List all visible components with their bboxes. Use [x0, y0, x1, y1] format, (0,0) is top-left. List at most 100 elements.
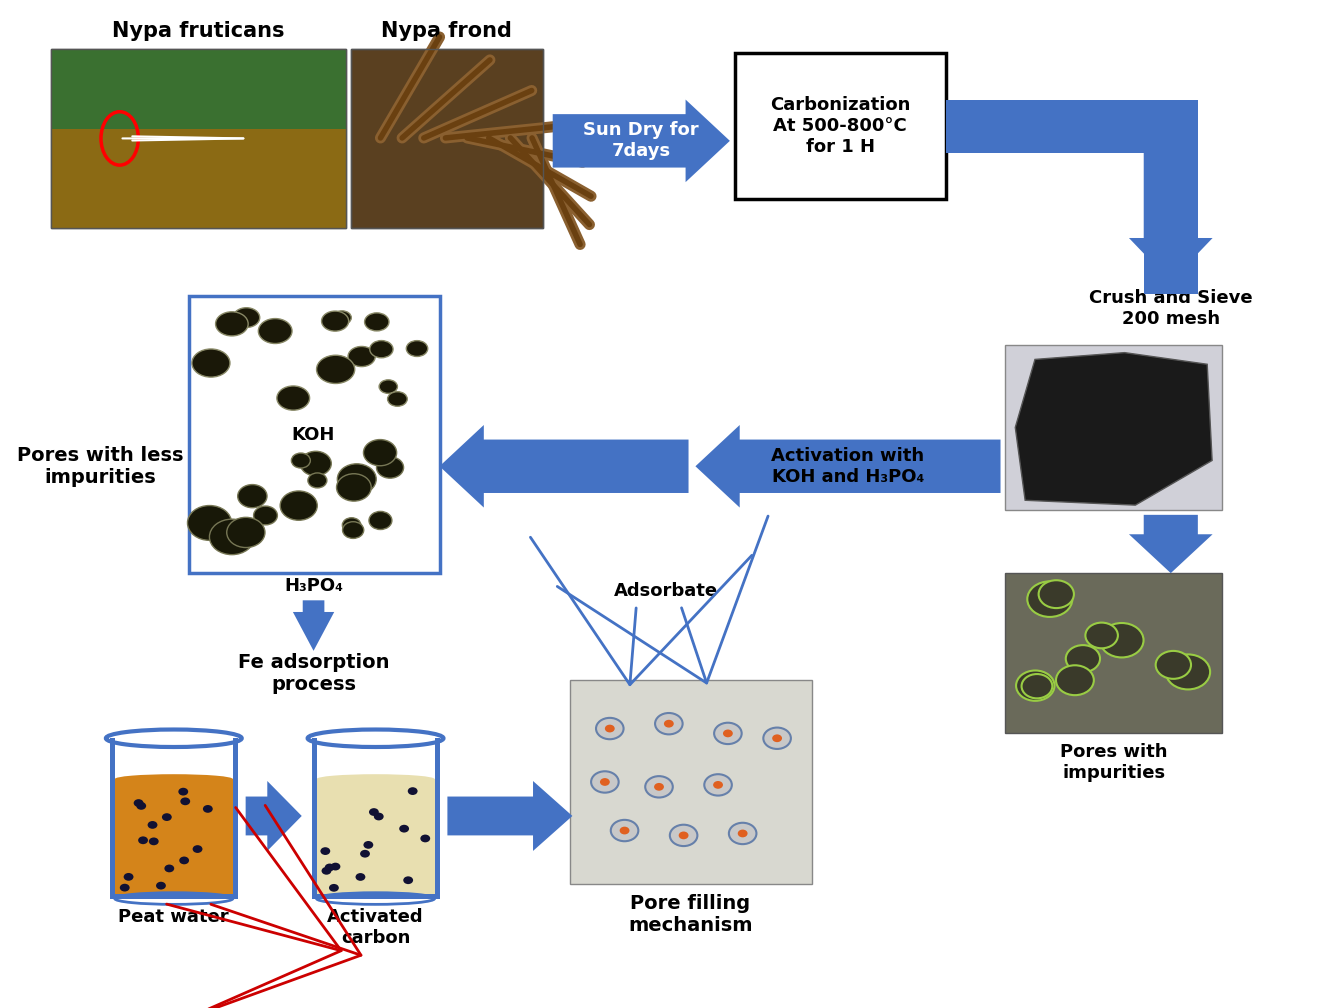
- Ellipse shape: [364, 312, 388, 331]
- Ellipse shape: [124, 873, 133, 881]
- Ellipse shape: [403, 876, 413, 884]
- Ellipse shape: [343, 522, 364, 538]
- Ellipse shape: [233, 307, 259, 328]
- Bar: [351, 48, 543, 228]
- Ellipse shape: [664, 720, 673, 728]
- Ellipse shape: [192, 845, 203, 853]
- Polygon shape: [1015, 353, 1212, 505]
- Ellipse shape: [254, 506, 277, 525]
- Ellipse shape: [591, 771, 618, 792]
- Ellipse shape: [370, 511, 392, 529]
- Polygon shape: [246, 781, 302, 851]
- Text: Pores with less
impurities: Pores with less impurities: [16, 446, 183, 487]
- Ellipse shape: [370, 341, 392, 358]
- Ellipse shape: [655, 783, 664, 790]
- Text: Activated
carbon: Activated carbon: [327, 908, 423, 948]
- Text: KOH: KOH: [292, 426, 335, 445]
- Ellipse shape: [723, 730, 732, 737]
- Ellipse shape: [149, 838, 159, 846]
- Ellipse shape: [1086, 623, 1118, 648]
- Bar: [316, 779, 434, 898]
- Ellipse shape: [227, 517, 265, 547]
- Ellipse shape: [238, 485, 267, 508]
- Ellipse shape: [773, 735, 782, 742]
- Ellipse shape: [421, 835, 430, 843]
- Ellipse shape: [595, 718, 624, 739]
- Ellipse shape: [138, 837, 148, 844]
- Ellipse shape: [179, 788, 188, 795]
- Bar: [570, 680, 812, 884]
- Ellipse shape: [280, 491, 317, 520]
- Ellipse shape: [360, 850, 370, 858]
- Ellipse shape: [1165, 654, 1210, 689]
- Text: Crush and Sieve
200 mesh: Crush and Sieve 200 mesh: [1089, 289, 1253, 329]
- Ellipse shape: [376, 457, 403, 478]
- Polygon shape: [293, 601, 335, 651]
- Bar: [51, 48, 345, 228]
- Text: Pore filling
mechanism: Pore filling mechanism: [628, 894, 753, 934]
- Bar: [434, 738, 439, 898]
- Ellipse shape: [179, 857, 190, 864]
- Ellipse shape: [321, 867, 332, 875]
- Ellipse shape: [1027, 582, 1073, 617]
- Bar: [735, 53, 946, 200]
- Ellipse shape: [316, 774, 434, 784]
- Ellipse shape: [1099, 623, 1144, 657]
- Bar: [233, 738, 238, 898]
- Polygon shape: [448, 781, 573, 851]
- Ellipse shape: [333, 310, 351, 325]
- Ellipse shape: [320, 847, 331, 855]
- Ellipse shape: [325, 864, 335, 871]
- Bar: [1144, 100, 1199, 294]
- Bar: [51, 129, 345, 228]
- Ellipse shape: [363, 841, 374, 849]
- Text: Fe adsorption
process: Fe adsorption process: [238, 653, 390, 694]
- Bar: [110, 738, 114, 898]
- Bar: [312, 894, 439, 898]
- Ellipse shape: [714, 781, 723, 789]
- Bar: [199, 306, 430, 422]
- Ellipse shape: [406, 341, 427, 357]
- Bar: [351, 48, 543, 228]
- Text: Adsorbate: Adsorbate: [614, 583, 718, 601]
- Text: Nypa fruticans: Nypa fruticans: [112, 21, 285, 40]
- Ellipse shape: [203, 805, 212, 812]
- Ellipse shape: [317, 355, 355, 383]
- Ellipse shape: [704, 774, 732, 795]
- Bar: [946, 100, 1171, 153]
- Ellipse shape: [133, 799, 144, 807]
- Ellipse shape: [1039, 581, 1074, 608]
- Bar: [110, 894, 238, 898]
- Bar: [312, 738, 316, 898]
- Bar: [188, 296, 439, 574]
- Ellipse shape: [136, 802, 146, 809]
- Ellipse shape: [210, 519, 254, 554]
- Polygon shape: [1129, 515, 1212, 574]
- Ellipse shape: [620, 827, 629, 835]
- Text: Nypa frond: Nypa frond: [380, 21, 512, 40]
- Ellipse shape: [679, 832, 688, 840]
- Ellipse shape: [763, 728, 790, 749]
- Ellipse shape: [321, 311, 348, 332]
- Polygon shape: [439, 425, 688, 508]
- Ellipse shape: [605, 725, 614, 733]
- Ellipse shape: [1066, 645, 1099, 672]
- Ellipse shape: [114, 774, 233, 784]
- Ellipse shape: [348, 347, 375, 367]
- Ellipse shape: [329, 884, 339, 892]
- Ellipse shape: [337, 464, 376, 495]
- Ellipse shape: [343, 518, 360, 532]
- Ellipse shape: [1056, 665, 1094, 696]
- Ellipse shape: [180, 797, 190, 805]
- Ellipse shape: [156, 882, 165, 889]
- Ellipse shape: [379, 380, 398, 393]
- Ellipse shape: [655, 713, 683, 735]
- Bar: [199, 442, 430, 553]
- Text: Activation with
KOH and H₃PO₄: Activation with KOH and H₃PO₄: [771, 447, 925, 486]
- Ellipse shape: [399, 825, 409, 833]
- Ellipse shape: [1021, 674, 1052, 699]
- Ellipse shape: [1016, 670, 1055, 701]
- Ellipse shape: [669, 825, 698, 846]
- Ellipse shape: [258, 319, 292, 344]
- Polygon shape: [552, 100, 730, 182]
